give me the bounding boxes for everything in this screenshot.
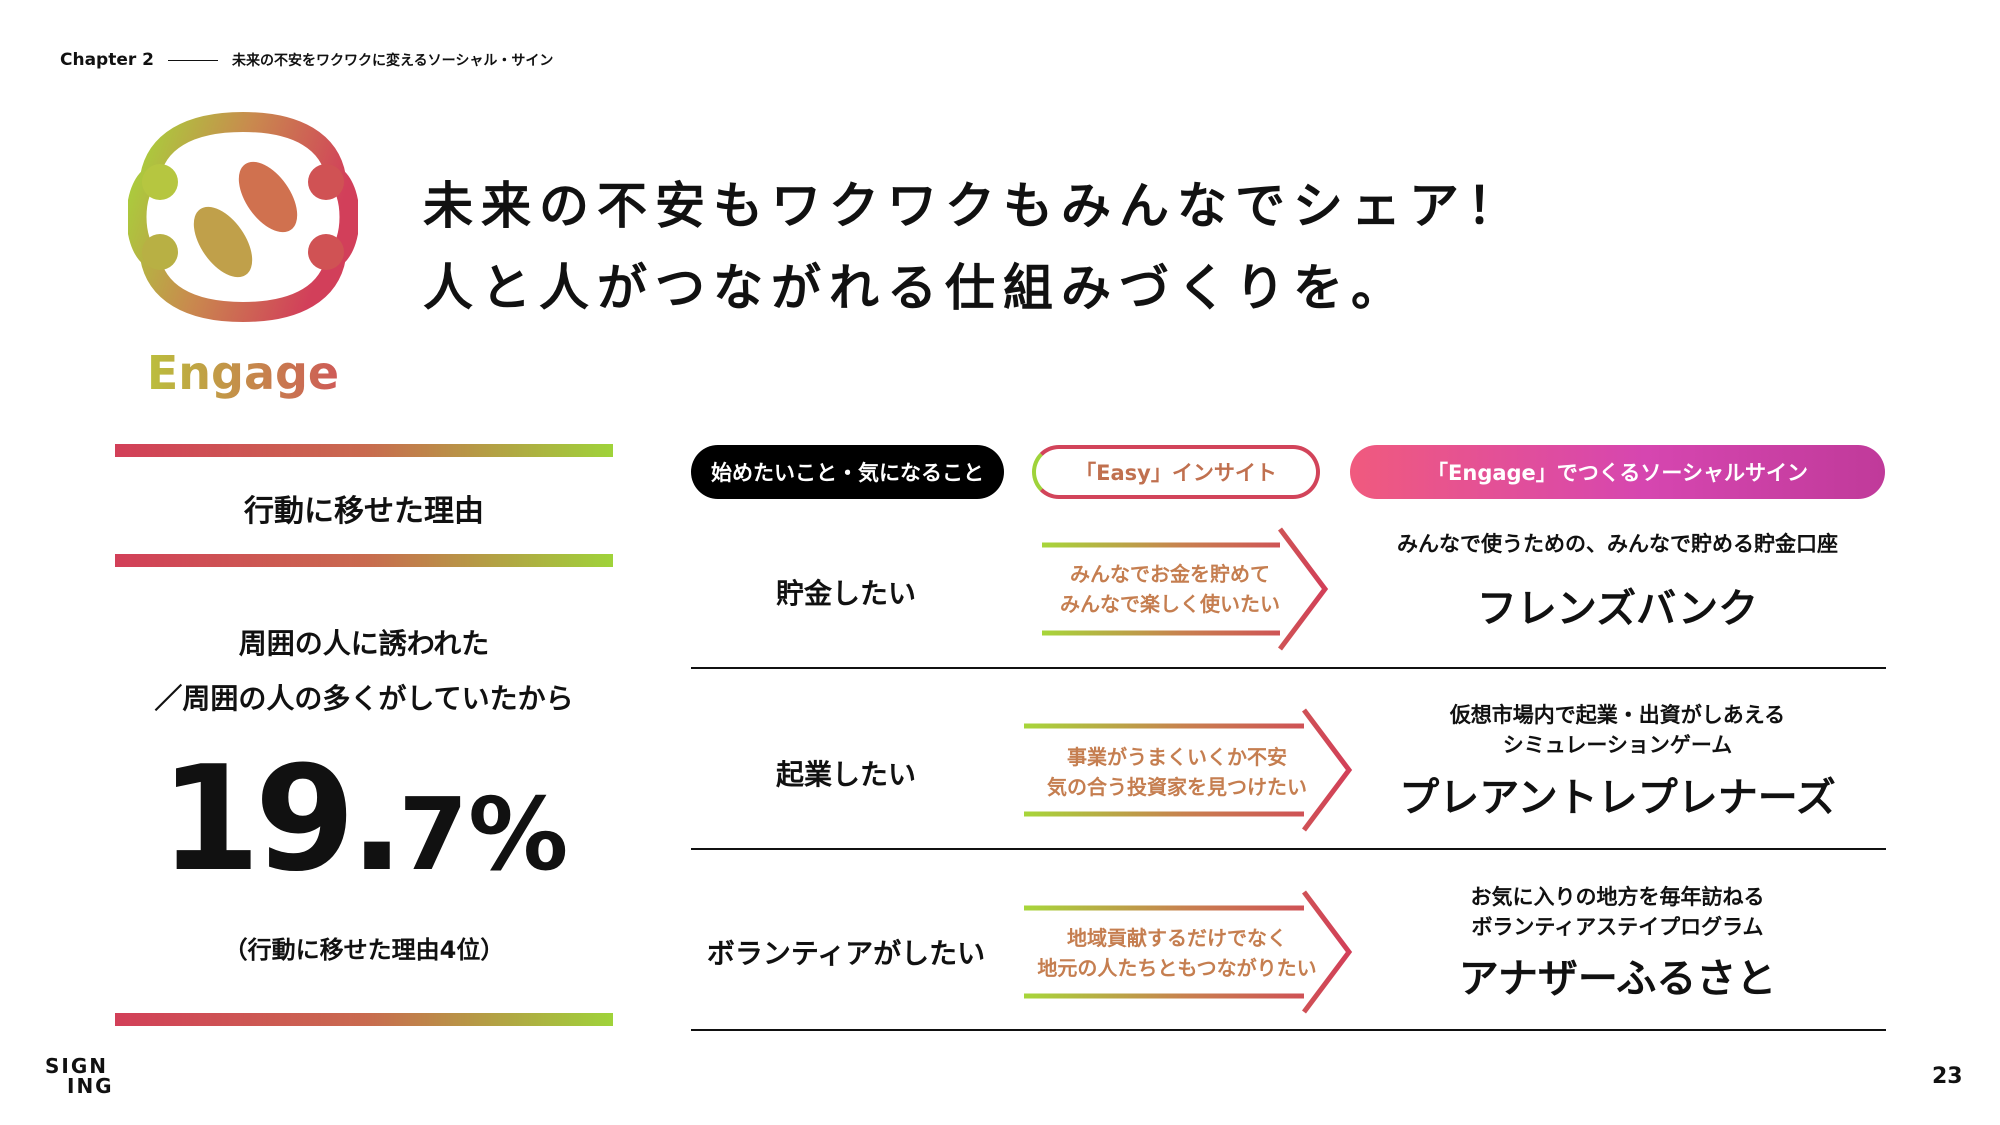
header-want: 始めたいこと・気になること (691, 445, 1004, 499)
arrow-icon (1024, 890, 1353, 1014)
stat-value: 19.7% (115, 745, 613, 939)
sign-description-line: シミュレーションゲーム (1502, 733, 1733, 757)
sign-description: みんなで使うための、みんなで貯める貯金口座 (1397, 532, 1838, 556)
brand-line-1: SIGN (45, 1054, 108, 1078)
row-divider (691, 1029, 1886, 1031)
gradient-bar (115, 444, 613, 457)
insight-line: みんなでお金を貯めて (1070, 562, 1270, 586)
reason-line-2: ／周囲の人の多くがしていたから (154, 682, 574, 715)
row-insight: 地域貢献するだけでなく 地元の人たちともつながりたい (1022, 923, 1332, 983)
sign-name: プレアントレプレナーズ (1399, 775, 1836, 821)
arrow-icon (1024, 708, 1353, 832)
chapter-title: 未来の不安をワクワクに変えるソーシャル・サイン (232, 53, 554, 69)
sign-description-line: 仮想市場内で起業・出資がしあえる (1449, 703, 1786, 727)
arrow-icon (1042, 527, 1329, 651)
row-insight: 事業がうまくいくか不安 気の合う投資家を見つけたい (1022, 742, 1332, 802)
insight-line: みんなで楽しく使いたい (1060, 592, 1280, 616)
sign-name: フレンズバンク (1476, 586, 1759, 632)
row-want: 起業したい (775, 758, 916, 791)
sign-description-line: ボランティアステイプログラム (1471, 915, 1764, 939)
page-number: 23 (1932, 1064, 1963, 1089)
engage-fish-icon (128, 112, 358, 322)
chapter-divider (168, 59, 219, 61)
row-insight: みんなでお金を貯めて みんなで楽しく使いたい (1040, 559, 1300, 619)
sign-description: お気に入りの地方を毎年訪ねる ボランティアステイプログラム (1350, 882, 1885, 942)
stat-integer: 19. (159, 735, 405, 904)
panel-heading: 行動に移せた理由 (244, 494, 484, 529)
gradient-bar (115, 554, 613, 567)
reason-line-1: 周囲の人に誘われた (238, 627, 490, 660)
brand-line-2: ING (67, 1074, 114, 1098)
insight-line: 気の合う投資家を見つけたい (1047, 775, 1307, 799)
rank-note: （行動に移せた理由4位） (223, 936, 505, 964)
insight-line: 地元の人たちともつながりたい (1037, 956, 1317, 980)
chapter-header: Chapter 2 未来の不安をワクワクに変えるソーシャル・サイン (60, 50, 553, 70)
insight-line: 事業がうまくいくか不安 (1067, 745, 1287, 769)
engage-logo-text: Engage (128, 346, 358, 400)
headline: 未来の不安もワクワクもみんなでシェア！ 人と人がつながれる仕組みづくりを。 (423, 165, 1525, 329)
header-easy-insight: 「Easy」インサイト (1032, 445, 1320, 499)
stat-decimal: 7% (398, 776, 569, 893)
headline-line-2: 人と人がつながれる仕組みづくりを。 (423, 259, 1409, 317)
sign-description: 仮想市場内で起業・出資がしあえる シミュレーションゲーム (1350, 700, 1885, 760)
headline-line-1: 未来の不安もワクワクもみんなでシェア！ (423, 177, 1525, 235)
row-divider (691, 667, 1886, 669)
chapter-label: Chapter 2 (60, 50, 155, 70)
insight-line: 地域貢献するだけでなく (1067, 926, 1287, 950)
row-want: 貯金したい (775, 577, 916, 610)
sign-name: アナザーふるさと (1458, 956, 1777, 1002)
gradient-bar (115, 1013, 613, 1026)
signing-logo: SIGN ING (45, 1056, 114, 1096)
sign-description-line: お気に入りの地方を毎年訪ねる (1470, 885, 1765, 909)
row-want: ボランティアがしたい (706, 937, 986, 970)
row-divider (691, 848, 1886, 850)
header-engage-sign: 「Engage」でつくるソーシャルサイン (1350, 445, 1885, 499)
